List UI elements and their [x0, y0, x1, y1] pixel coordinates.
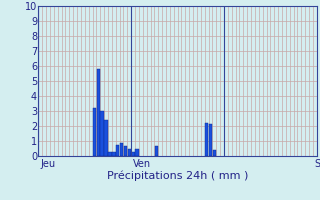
X-axis label: Précipitations 24h ( mm ): Précipitations 24h ( mm )	[107, 170, 248, 181]
Bar	[97, 69, 100, 156]
Bar	[128, 148, 131, 156]
Bar	[212, 150, 216, 156]
Bar	[124, 146, 127, 156]
Bar	[120, 143, 123, 156]
Bar	[108, 152, 112, 156]
Bar	[209, 124, 212, 156]
Bar	[112, 152, 116, 156]
Bar	[116, 145, 119, 156]
Bar	[100, 111, 104, 156]
Bar	[155, 146, 158, 156]
Bar	[132, 152, 135, 156]
Bar	[104, 120, 108, 156]
Bar	[205, 123, 208, 156]
Bar	[135, 148, 139, 156]
Bar	[93, 108, 96, 156]
